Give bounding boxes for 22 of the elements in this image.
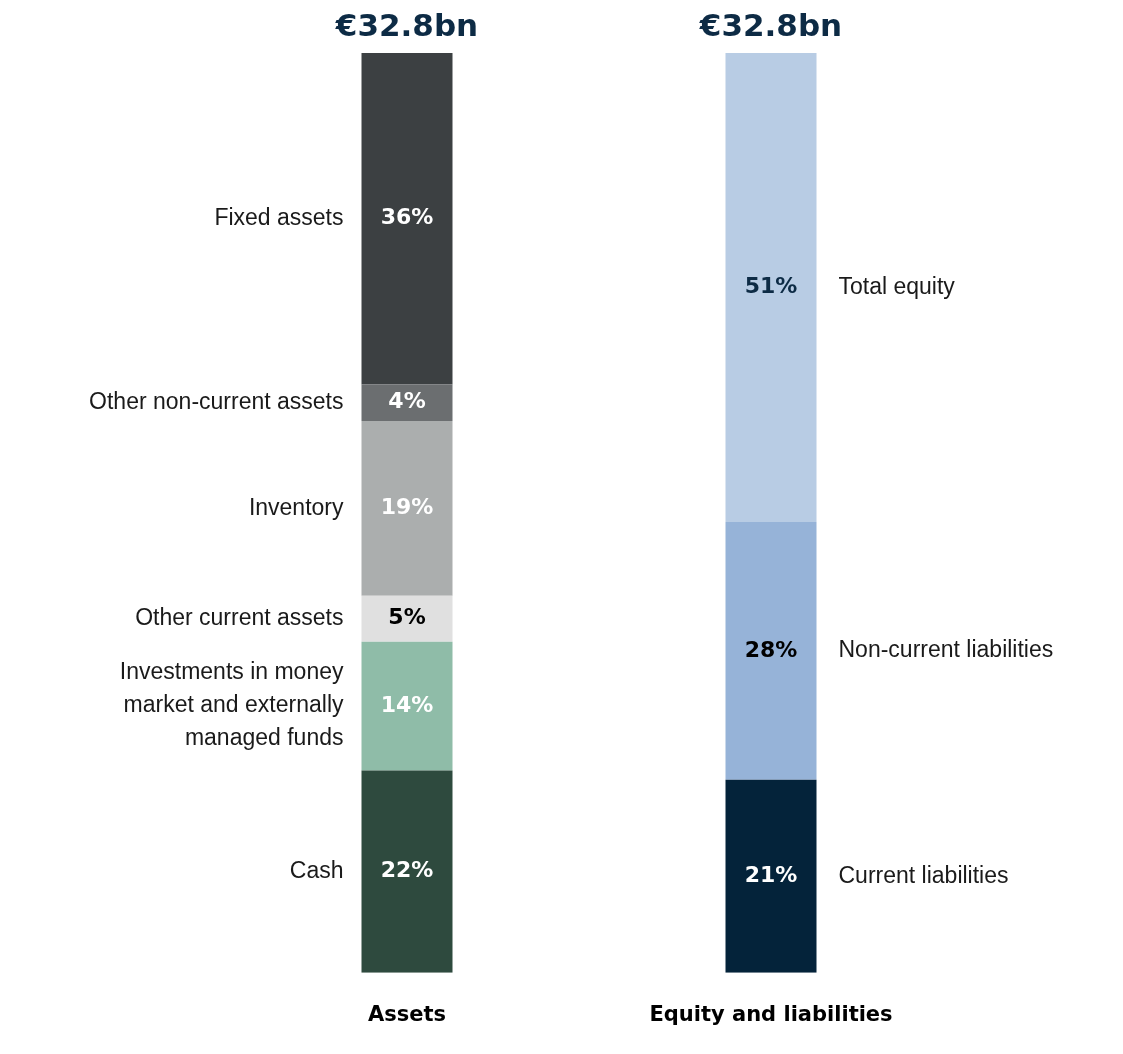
text: €32.8bn (698, 6, 843, 43)
data-label: 28% (744, 636, 798, 662)
data-label: 19% (380, 494, 434, 520)
data-label: 14% (380, 691, 434, 717)
x-tick-label: Assets (367, 1001, 447, 1026)
series-label: Other current assets (135, 604, 344, 631)
x-tick-label: Equity and liabilities (649, 1001, 893, 1026)
series-label: Other non-current assets (89, 387, 344, 414)
series-label: Current liabilities (838, 861, 1009, 888)
data-label: 5% (388, 604, 426, 630)
series-label: Total equity (838, 272, 956, 299)
data-label: 22% (380, 857, 434, 883)
series-label: Inventory (248, 493, 344, 520)
series-label: Non-current liabilities (838, 636, 1054, 663)
data-label: 4% (388, 388, 426, 414)
data-label: 36% (380, 204, 434, 230)
series-label: Cash (289, 856, 344, 883)
data-label: 21% (744, 861, 798, 887)
series-label: Fixed assets (214, 203, 344, 230)
data-label: 51% (744, 273, 798, 299)
series-label: Investments in money market and externally managed funds (119, 658, 344, 751)
text: €32.8bn (334, 6, 479, 43)
